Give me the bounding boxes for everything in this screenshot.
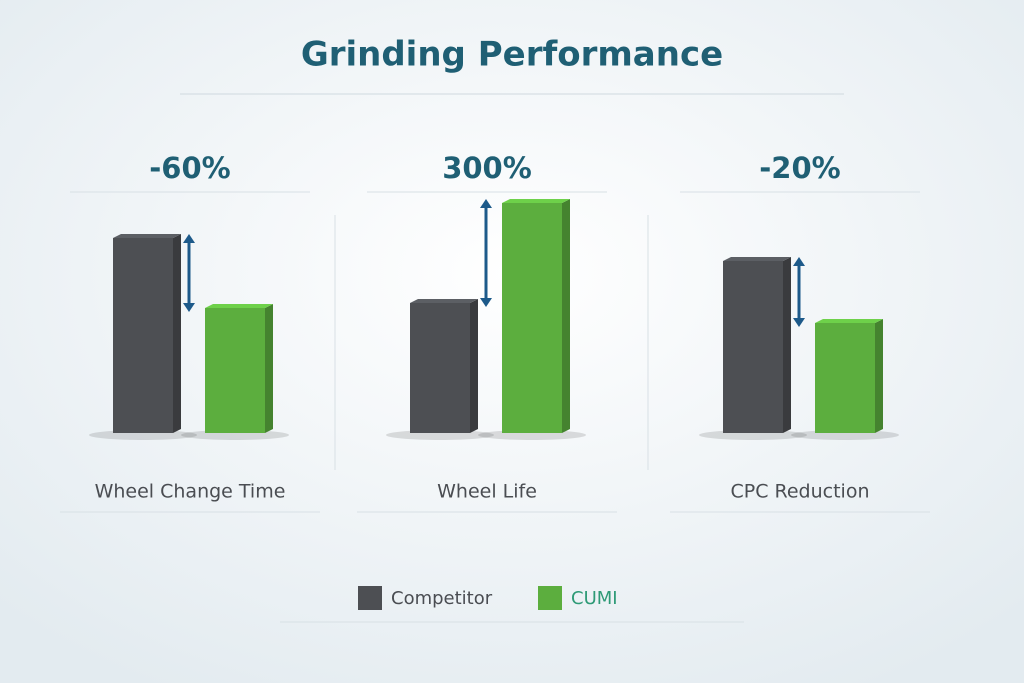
arrow-head	[793, 257, 805, 266]
bar-side	[173, 234, 181, 433]
bar	[205, 308, 265, 433]
arrow-head	[480, 298, 492, 307]
arrow-head	[480, 199, 492, 208]
legend-swatch	[538, 586, 562, 610]
bar	[815, 323, 875, 433]
legend-swatch	[358, 586, 382, 610]
bar-top	[502, 199, 570, 203]
bar-top	[205, 304, 273, 308]
annotation: 300%	[442, 151, 532, 185]
bar	[502, 203, 562, 433]
bar-top	[113, 234, 181, 238]
bar	[410, 303, 470, 433]
chart-title: Grinding Performance	[301, 35, 723, 75]
bar-side	[562, 199, 570, 433]
arrow-head	[793, 318, 805, 327]
arrow-head	[183, 303, 195, 312]
legend-label: CUMI	[571, 588, 618, 609]
bar-side	[470, 299, 478, 433]
annotation: -20%	[759, 151, 840, 185]
arrow-head	[183, 234, 195, 243]
x-tick-label: CPC Reduction	[730, 481, 869, 503]
legend-label: Competitor	[391, 588, 493, 609]
bar-top	[815, 319, 883, 323]
annotation: -60%	[149, 151, 230, 185]
bar	[723, 261, 783, 433]
bar-top	[723, 257, 791, 261]
bar-top	[410, 299, 478, 303]
bar-side	[875, 319, 883, 433]
bar	[113, 238, 173, 433]
bar-side	[265, 304, 273, 433]
x-tick-label: Wheel Change Time	[95, 481, 286, 503]
bar-side	[783, 257, 791, 433]
x-tick-label: Wheel Life	[437, 481, 537, 503]
